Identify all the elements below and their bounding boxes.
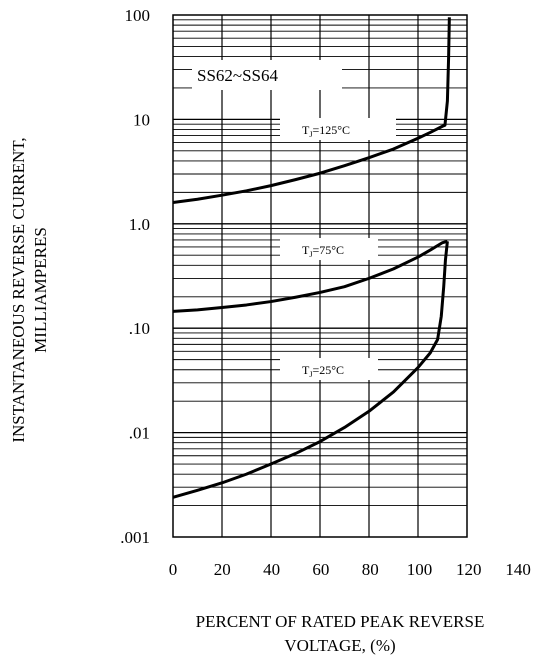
series-label-box xyxy=(280,118,396,140)
part-number-annotation: SS62~SS64 xyxy=(192,60,342,90)
series-label: TJ=125°C xyxy=(302,123,350,139)
y-tick-labels: 100 10 1.0 .10 .01 .001 xyxy=(120,6,150,547)
part-number-label: SS62~SS64 xyxy=(197,66,279,85)
x-tick-label: 140 xyxy=(505,560,531,579)
x-tick-label: 40 xyxy=(263,560,280,579)
x-tick-label: 20 xyxy=(214,560,231,579)
series-label-box xyxy=(280,238,378,260)
y-tick-label: .001 xyxy=(120,528,150,547)
y-tick-label: .01 xyxy=(129,424,150,443)
series-curve xyxy=(172,17,451,204)
grid-lines xyxy=(173,15,467,537)
series-labels: TJ=125°C TJ=75°C TJ=25°C xyxy=(280,118,396,380)
y-tick-label: 100 xyxy=(125,6,151,25)
series-curve xyxy=(172,241,449,499)
x-tick-label: 60 xyxy=(312,560,329,579)
y-tick-label: .10 xyxy=(129,319,150,338)
x-axis-title-line-1: PERCENT OF RATED PEAK REVERSE xyxy=(196,612,485,631)
series-label: TJ=25°C xyxy=(302,363,344,379)
x-tick-label: 0 xyxy=(169,560,178,579)
x-tick-labels: 0 20 40 60 80 100 120 140 xyxy=(169,560,531,579)
y-axis-title-line-2: MILLIAMPERES xyxy=(31,227,50,353)
series-curves xyxy=(172,17,451,499)
x-tick-label: 100 xyxy=(407,560,433,579)
y-axis-title-line-1: INSTANTANEOUS REVERSE CURRENT, xyxy=(9,137,28,442)
y-tick-label: 1.0 xyxy=(129,215,150,234)
x-axis-title: PERCENT OF RATED PEAK REVERSE VOLTAGE, (… xyxy=(196,612,485,655)
plot-frame xyxy=(172,14,468,538)
series-curve xyxy=(172,239,448,313)
x-tick-label: 80 xyxy=(362,560,379,579)
series-label: TJ=75°C xyxy=(302,243,344,259)
series-label-box xyxy=(280,358,378,380)
y-axis-title: INSTANTANEOUS REVERSE CURRENT, MILLIAMPE… xyxy=(9,137,50,442)
x-tick-label: 120 xyxy=(456,560,482,579)
x-axis-title-line-2: VOLTAGE, (%) xyxy=(284,636,395,655)
y-tick-label: 10 xyxy=(133,110,150,129)
